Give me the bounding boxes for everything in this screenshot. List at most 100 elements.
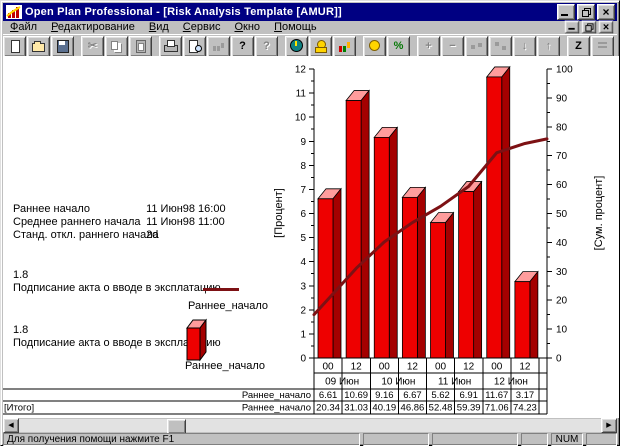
resource-analysis-button[interactable] [309, 35, 332, 57]
histogram-bar [345, 100, 362, 359]
stat-row: Станд. откл. раннего начала 2d [13, 229, 226, 242]
minimize-button[interactable] [557, 4, 575, 20]
table-value: 6.67 [403, 390, 422, 401]
restore-icon [581, 7, 591, 17]
tick-label: 0 [556, 354, 562, 365]
context-help-icon: ? [263, 40, 270, 52]
legend-bar-swatch [186, 318, 207, 362]
table-value: 20.34 [316, 403, 340, 414]
tick-label: 0 [300, 354, 306, 365]
table-value: 71.06 [485, 403, 509, 414]
percent-complete-button[interactable]: % [387, 35, 410, 57]
table-value: 74.23 [513, 403, 537, 414]
table-value: 6.91 [459, 390, 478, 401]
open-file-button[interactable] [27, 35, 50, 57]
new-document-button[interactable] [3, 35, 26, 57]
logo-bar [8, 13, 11, 18]
tick-label: 80 [556, 122, 568, 133]
table-value: 3.17 [516, 390, 535, 401]
scroll-left-button[interactable]: ◀ [3, 417, 19, 433]
tick-label: 50 [556, 209, 568, 220]
cumulative-curve [312, 137, 549, 317]
menu-item-tools[interactable]: Сервис [182, 21, 221, 33]
risk-analysis-icon [337, 39, 353, 53]
histogram-bar [458, 191, 475, 359]
risk-histogram-chart: 0123456789101112010203040506070809010000… [3, 65, 605, 415]
table-value: 9.16 [375, 390, 394, 401]
link-activities-button [465, 35, 488, 57]
sort-button [591, 35, 614, 57]
hour-label: 00 [435, 362, 447, 373]
menu-item-file[interactable]: Файл [10, 21, 38, 33]
logo-bar [12, 10, 15, 18]
move-up-button: ↑ [537, 35, 560, 57]
scroll-right-button[interactable]: ▶ [601, 417, 617, 433]
restore-button[interactable] [577, 4, 595, 20]
bar-side-face [529, 270, 539, 359]
right-axis-title: [Сум. процент] [593, 176, 605, 251]
tick-label: 7 [300, 185, 306, 196]
menu-item-view[interactable]: Вид [148, 21, 169, 33]
menu-item-help[interactable]: Помощь [274, 21, 317, 33]
minimize-icon [561, 14, 568, 16]
stat-value: 11 Июн98 11:00 [146, 216, 225, 228]
title-bar: Open Plan Professional - [Risk Analysis … [3, 3, 617, 21]
status-panel [586, 433, 617, 446]
stat-label: Станд. откл. раннего начала [13, 229, 159, 241]
left-axis-title: [Процент] [273, 188, 285, 238]
print-preview-button[interactable] [183, 35, 206, 57]
print-button[interactable] [159, 35, 182, 57]
status-panel [363, 433, 429, 446]
horizontal-scrollbar: ◀ ▶ [3, 417, 617, 434]
cost-analysis-icon [367, 39, 383, 53]
tick-label: 12 [295, 65, 307, 76]
close-button[interactable]: × [597, 4, 615, 20]
scrollbar-thumb[interactable] [167, 418, 186, 434]
add-activity-button: + [417, 35, 440, 57]
date-label: 10 Июн [381, 377, 415, 388]
cut-button: ✂ [81, 35, 104, 57]
tick-label: 100 [556, 65, 573, 76]
stat-row: Среднее раннего начала 11 Июн98 11:00 [13, 216, 226, 229]
mdi-restore-button[interactable] [581, 20, 597, 34]
bar-side-face [388, 126, 398, 359]
table-series-label: Раннее_начало [242, 403, 311, 414]
close-icon: × [602, 5, 610, 19]
scrollbar-track[interactable] [19, 418, 601, 434]
close-icon: × [602, 20, 610, 34]
tick-label: 4 [300, 257, 306, 268]
histogram-bar [317, 198, 334, 359]
app-logo-icon [6, 5, 22, 19]
logo-line [6, 6, 21, 17]
logo-bar [16, 7, 19, 18]
time-analysis-button[interactable] [285, 35, 308, 57]
print-preview-icon [187, 39, 203, 53]
paste-button [129, 35, 152, 57]
risk-analysis-button[interactable] [333, 35, 356, 57]
new-document-icon [7, 39, 23, 53]
menu-item-window[interactable]: Окно [234, 21, 261, 33]
status-bar: Для получения помощи нажмите F1 NUM [3, 433, 617, 446]
tick-label: 6 [300, 209, 306, 220]
table-value: 40.19 [372, 403, 396, 414]
chart-update-icon [211, 39, 227, 53]
zoom-button[interactable]: Z [567, 35, 590, 57]
tick-label: 10 [295, 113, 307, 124]
bar-side-face [501, 65, 511, 359]
sort-icon [595, 39, 611, 53]
save-file-button[interactable] [51, 35, 74, 57]
delete-activity-button: − [441, 35, 464, 57]
legend-activity: Подписание акта о вводе в эксплатацию [13, 282, 221, 294]
num-lock-indicator: NUM [551, 433, 583, 446]
axes [3, 68, 552, 415]
help-button[interactable]: ? [231, 35, 254, 57]
tick-label: 1 [300, 329, 306, 340]
mdi-close-button[interactable]: × [598, 20, 614, 34]
context-help-button: ? [255, 35, 278, 57]
cost-analysis-button[interactable] [363, 35, 386, 57]
tick-label: 9 [300, 137, 306, 148]
mdi-minimize-button[interactable] [564, 20, 580, 34]
menu-item-edit[interactable]: Редактирование [51, 21, 135, 33]
tick-label: 5 [300, 233, 306, 244]
